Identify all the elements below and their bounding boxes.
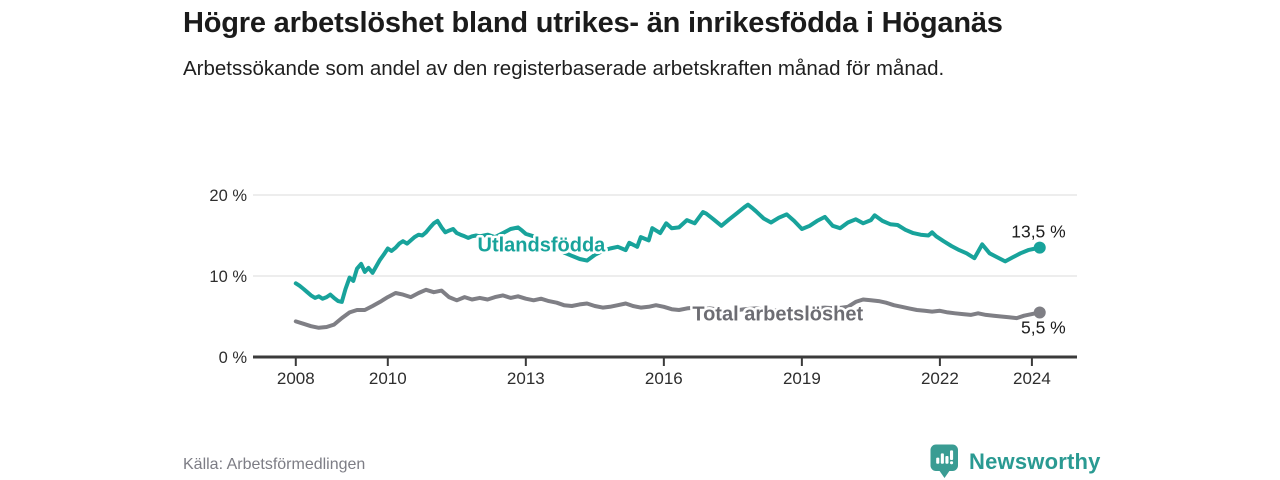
series-label-utlandsfodda: Utlandsfödda [478, 234, 607, 256]
x-tick-label-2008: 2008 [277, 369, 315, 388]
newsworthy-logo-icon [930, 444, 958, 478]
y-tick-label-10: 10 % [209, 268, 247, 286]
y-tick-label-0: 0 % [219, 349, 248, 367]
series-line-total-arbetsloshet [293, 287, 1042, 330]
chart-title: Högre arbetslöshet bland utrikes- än inr… [183, 7, 1003, 39]
chart-subtitle: Arbetssökande som andel av den registerb… [183, 57, 945, 81]
brand-name: Newsworthy [969, 448, 1101, 474]
newsworthy-brand: Newsworthy [930, 444, 1101, 479]
x-tick-label-2022: 2022 [921, 369, 959, 388]
end-value-label-total-arbetsloshet: 5,5 % [1021, 317, 1066, 337]
x-tick-label-2019: 2019 [783, 369, 821, 388]
chart-header: Högre arbetslöshet bland utrikes- än inr… [183, 6, 1003, 84]
end-dot-total-arbetsloshet [1033, 306, 1046, 319]
x-tick-label-2010: 2010 [369, 369, 407, 388]
source-note: Källa: Arbetsförmedlingen [183, 456, 366, 473]
x-tick-label-2024: 2024 [1013, 369, 1051, 388]
y-tick-label-20: 20 % [209, 187, 247, 205]
end-value-label-utlandsfodda: 13,5 % [1011, 222, 1065, 242]
end-dot-utlandsfodda [1033, 241, 1046, 254]
series-label-total-arbetsloshet: Total arbetslöshet [692, 304, 863, 326]
x-tick-label-2016: 2016 [645, 369, 683, 388]
series-line-utlandsfodda [293, 202, 1042, 304]
x-tick-label-2013: 2013 [507, 369, 545, 388]
